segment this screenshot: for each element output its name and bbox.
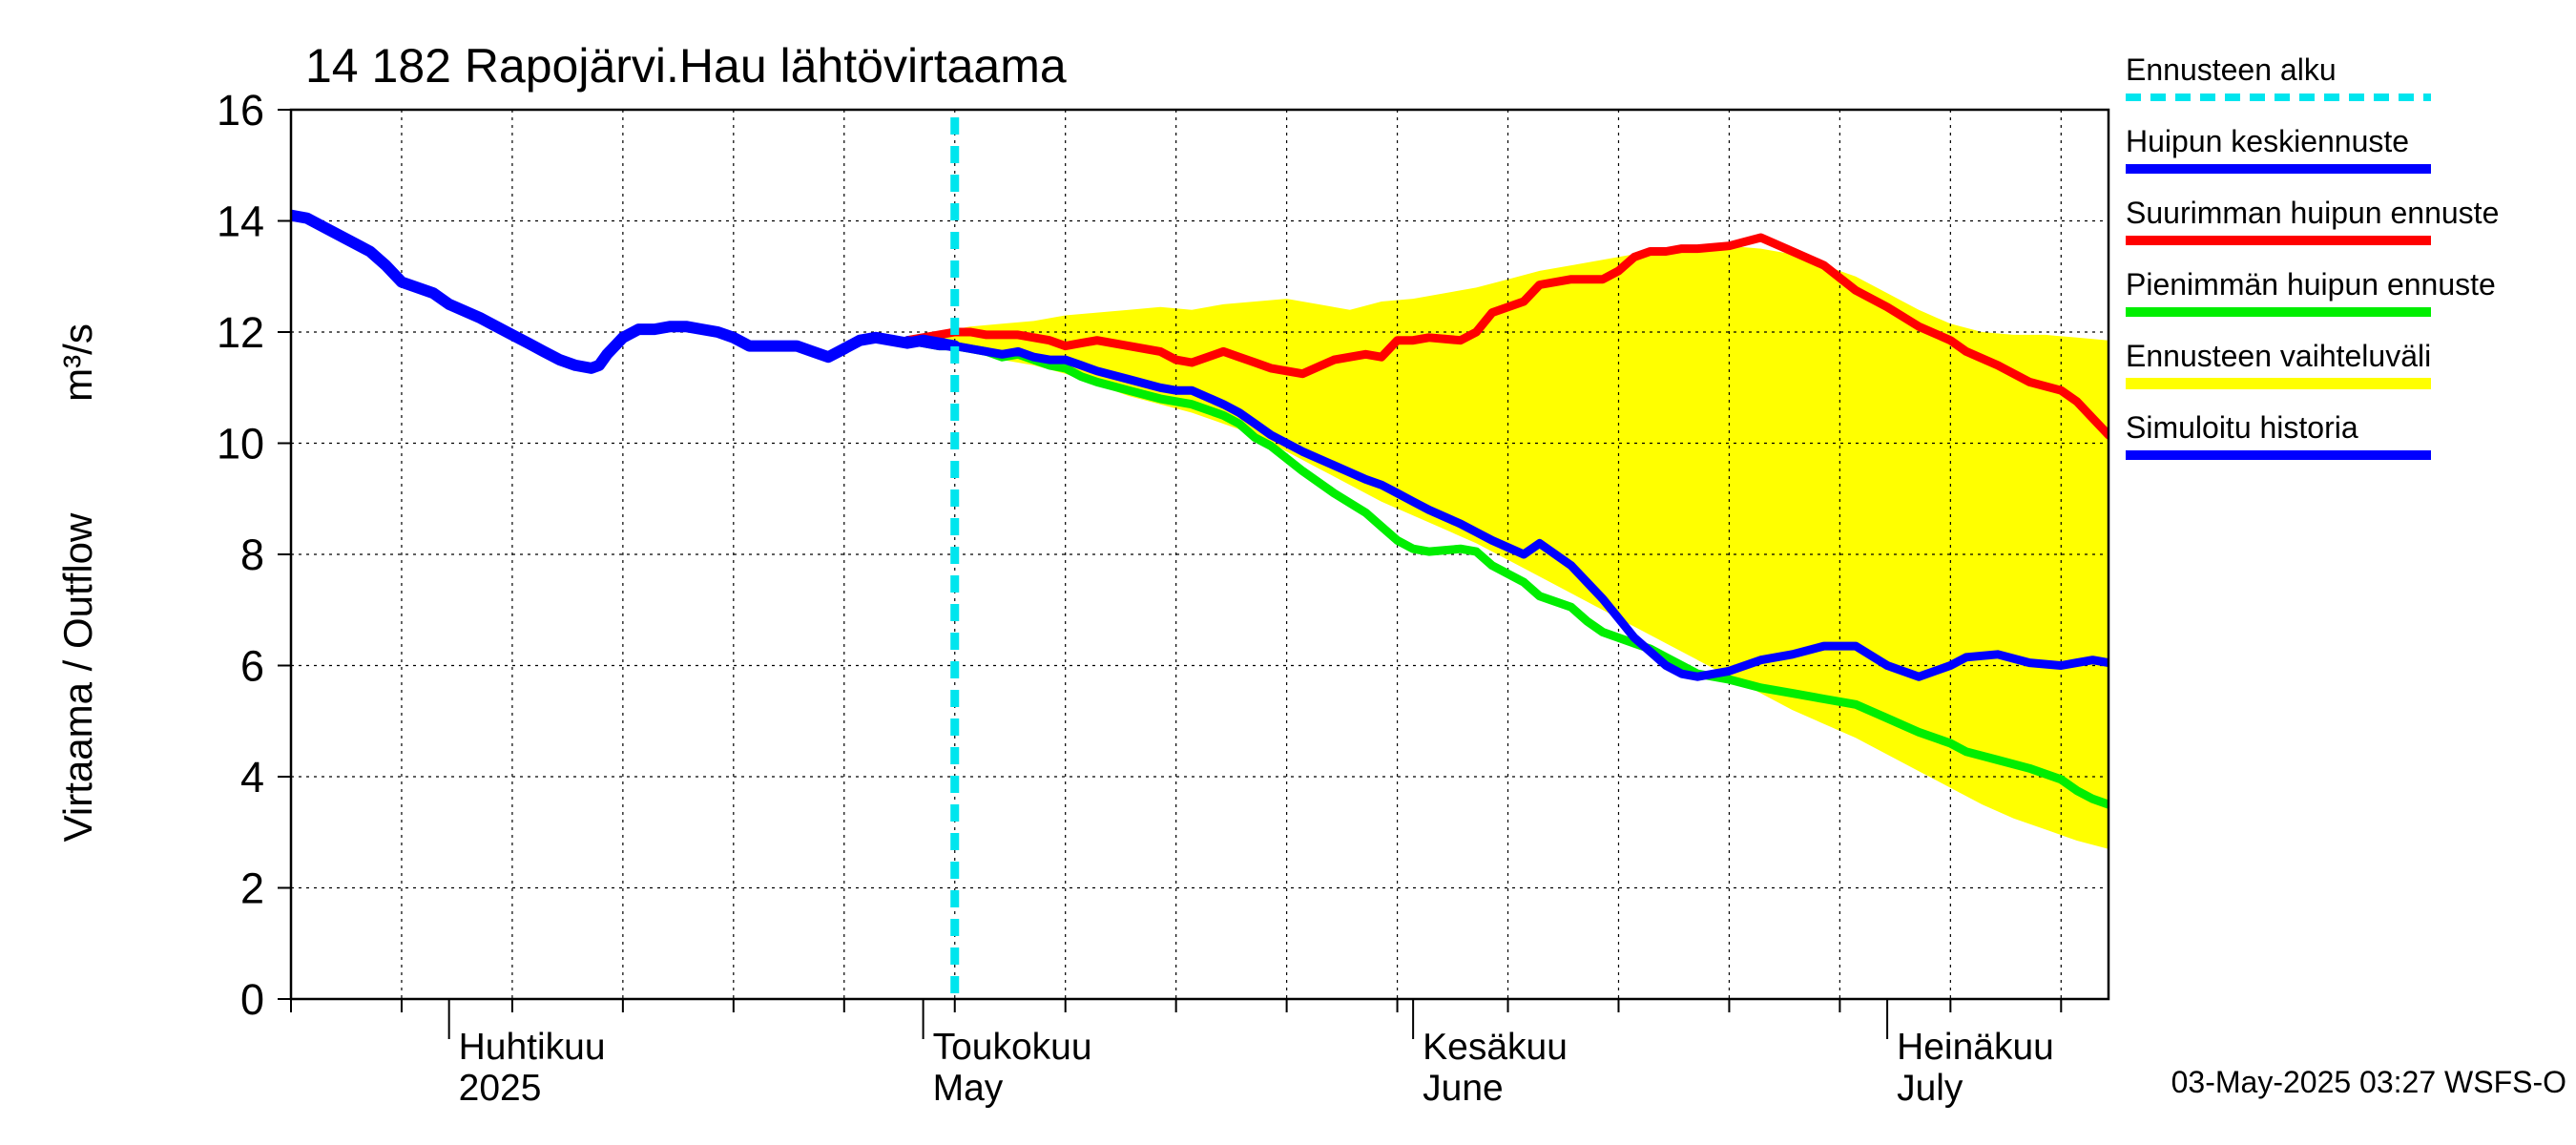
chart-title: 14 182 Rapojärvi.Hau lähtövirtaama <box>305 39 1067 93</box>
legend-label: Suurimman huipun ennuste <box>2126 196 2499 230</box>
series-min-peak-forecast <box>903 336 2109 809</box>
series-lines <box>291 117 2109 999</box>
month-label-secondary: May <box>933 1068 1004 1109</box>
y-tick-label: 10 <box>217 420 264 468</box>
legend-label: Huipun keskiennuste <box>2126 124 2409 158</box>
month-label: Huhtikuu <box>459 1027 606 1068</box>
y-tick-label: 0 <box>240 975 264 1024</box>
legend-label: Pienimmän huipun ennuste <box>2126 267 2496 302</box>
y-tick-label: 4 <box>240 753 264 802</box>
legend-label: Ennusteen vaihteluväli <box>2126 339 2431 373</box>
y-axis-label: Virtaama / Outflow <box>55 512 100 842</box>
series-simulated-history <box>291 209 961 374</box>
y-tick-label: 16 <box>217 86 264 135</box>
month-label: Toukokuu <box>933 1027 1092 1068</box>
month-label-secondary: July <box>1897 1068 1963 1109</box>
y-tick-label: 6 <box>240 642 264 691</box>
y-tick-label: 12 <box>217 308 264 357</box>
series-mean-peak-forecast <box>903 336 2109 681</box>
y-tick-label: 14 <box>217 198 264 246</box>
legend-label: Ennusteen alku <box>2126 52 2337 87</box>
month-label: Kesäkuu <box>1423 1027 1568 1068</box>
legend: Ennusteen alku Huipun keskiennuste Suurimm… <box>2126 52 2499 460</box>
legend-label: Simuloitu historia <box>2126 410 2358 445</box>
footer-timestamp: 03-May-2025 03:27 WSFS-O <box>2171 1065 2566 1099</box>
y-tick-label: 8 <box>240 531 264 579</box>
month-label: Heinäkuu <box>1897 1027 2054 1068</box>
series-max-peak-forecast <box>903 233 2109 441</box>
month-label-secondary: 2025 <box>459 1068 542 1109</box>
y-tick-label: 2 <box>240 864 264 913</box>
month-label-secondary: June <box>1423 1068 1504 1109</box>
y-axis-unit-label: m³/s <box>55 323 100 402</box>
